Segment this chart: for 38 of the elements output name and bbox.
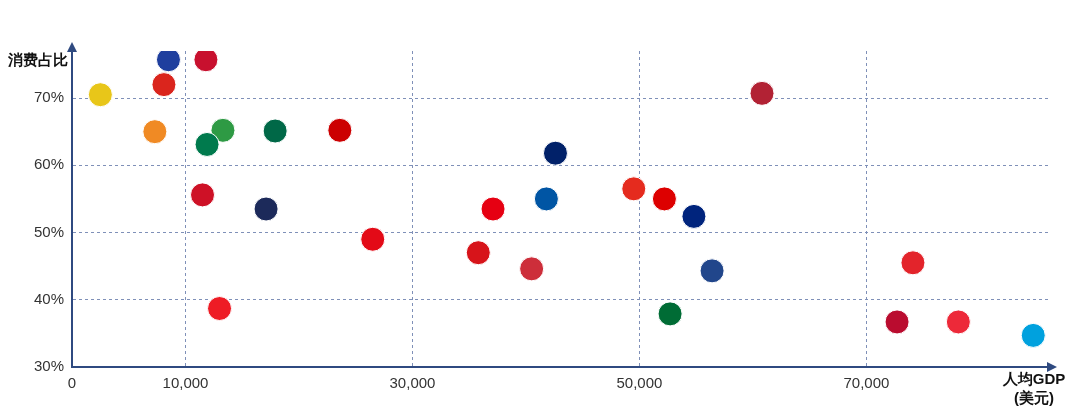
- y-axis-title: 消费占比: [7, 51, 68, 69]
- point: [621, 176, 647, 202]
- point: [151, 72, 177, 98]
- point: [651, 186, 677, 212]
- x-tick-label: 0: [67, 374, 77, 392]
- point: [884, 309, 910, 335]
- point: [194, 131, 220, 157]
- y-tick-label: 40%: [33, 289, 64, 307]
- y-tick-label: 30%: [33, 357, 64, 375]
- y-tick-label: 60%: [33, 155, 64, 173]
- point: [480, 196, 506, 222]
- x-tick-label: 50,000: [616, 374, 663, 392]
- point: [360, 226, 386, 252]
- point: [657, 301, 683, 327]
- point: [681, 203, 707, 229]
- point: [253, 196, 279, 222]
- point: [519, 256, 545, 282]
- point: [465, 240, 491, 266]
- point: [142, 119, 168, 145]
- point: [327, 117, 353, 143]
- x-tick-label: 30,000: [389, 374, 436, 392]
- x-tick-label: 10,000: [162, 374, 209, 392]
- point: [210, 117, 236, 143]
- point: [900, 250, 926, 276]
- x-tick-label: 70,000: [843, 374, 890, 392]
- point: [542, 140, 568, 166]
- point: [207, 296, 233, 322]
- point: [749, 80, 775, 106]
- point: [533, 186, 559, 212]
- x-axis-title: 人均GDP (美元): [1001, 370, 1066, 407]
- y-tick-label: 50%: [33, 222, 64, 240]
- point: [190, 182, 216, 208]
- y-tick-label: 70%: [33, 88, 64, 106]
- point: [945, 309, 971, 335]
- point: [699, 258, 725, 284]
- point: [262, 118, 288, 144]
- point: [87, 82, 113, 108]
- point: [1020, 322, 1046, 348]
